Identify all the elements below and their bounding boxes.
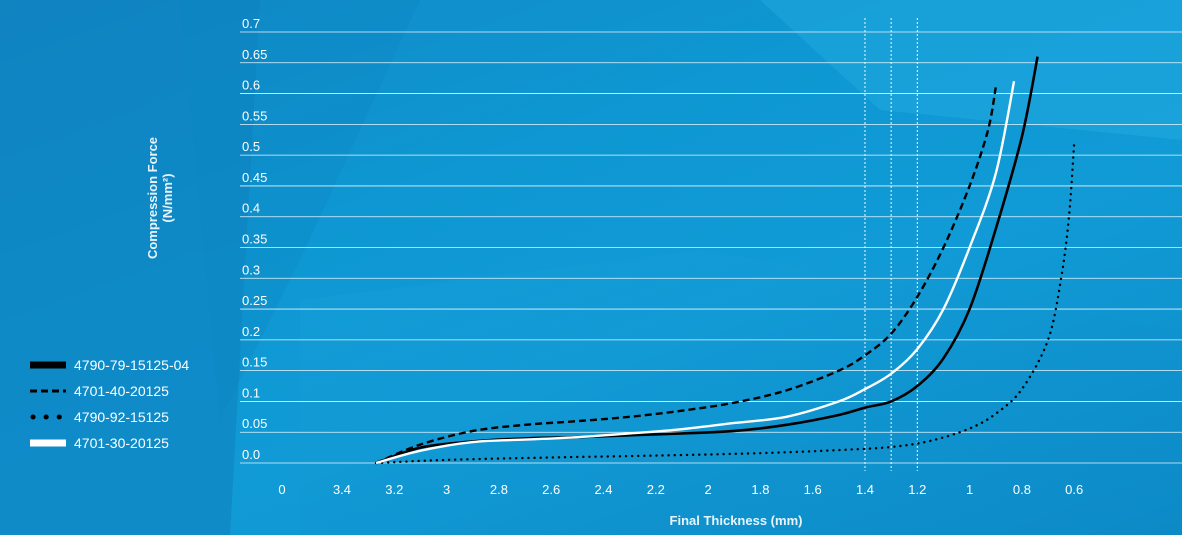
legend-label: 4701-30-20125 <box>74 435 169 451</box>
legend-item: 4790-92-15125 <box>30 404 189 430</box>
series-line-0 <box>375 56 1039 465</box>
y-tick-label: 0.4 <box>242 201 260 216</box>
x-tick-label: 2.2 <box>647 482 665 497</box>
legend-swatch-white <box>30 439 66 447</box>
x-tick-label: 2.8 <box>490 482 508 497</box>
legend: 4790-79-15125-04 4701-40-20125 4790-92-1… <box>30 352 189 456</box>
y-axis-unit: (N/mm²) <box>160 173 175 223</box>
data-series <box>374 56 1076 465</box>
legend-item: 4790-79-15125-04 <box>30 352 189 378</box>
legend-label: 4790-79-15125-04 <box>74 357 190 373</box>
x-tick-label: 1.8 <box>751 482 769 497</box>
reference-lines <box>864 18 918 471</box>
legend-label: 4790-92-15125 <box>74 409 169 425</box>
y-tick-label: 0.6 <box>242 78 260 93</box>
x-tick-label: 1.4 <box>856 482 874 497</box>
y-tick-label: 0.5 <box>242 139 260 154</box>
series-line-2 <box>374 141 1076 465</box>
x-tick-label: 1.2 <box>908 482 926 497</box>
x-tick-label: 1 <box>966 482 973 497</box>
x-tick-label: 0 <box>278 482 285 497</box>
y-tick-labels: 0.0 0.05 0.1 0.15 0.2 0.25 0.3 0.35 0.4 0.45 0.5 0.… <box>242 16 267 462</box>
x-tick-label: 3.4 <box>333 482 351 497</box>
y-axis-label: Compression Force (N/mm²) <box>145 137 175 259</box>
x-tick-label: 3 <box>443 482 450 497</box>
y-tick-label: 0.2 <box>242 324 260 339</box>
y-tick-label: 0.3 <box>242 262 260 277</box>
x-tick-labels: 0 3.4 3.2 3 2.8 2.6 2.4 2.2 2 1.8 1.6 1.4 1.2 1 0.8 0.6 <box>278 482 1083 497</box>
x-tick-label: 0.6 <box>1065 482 1083 497</box>
y-tick-label: 0.65 <box>242 47 267 62</box>
x-tick-label: 2 <box>704 482 711 497</box>
legend-swatch-dashed <box>30 389 66 393</box>
x-axis-label-wrap: Final Thickness (mm) <box>0 513 1182 528</box>
y-axis-title: Compression Force <box>145 136 160 260</box>
legend-swatch-solid-thick <box>30 361 66 369</box>
x-tick-label: 0.8 <box>1013 482 1031 497</box>
y-tick-label: 0.0 <box>242 447 260 462</box>
legend-swatch-dotted <box>30 414 66 420</box>
x-tick-label: 2.6 <box>542 482 560 497</box>
x-tick-label: 1.6 <box>804 482 822 497</box>
y-tick-label: 0.7 <box>242 16 260 31</box>
y-tick-label: 0.25 <box>242 293 267 308</box>
legend-label: 4701-40-20125 <box>74 383 169 399</box>
x-tick-label: 3.2 <box>385 482 403 497</box>
x-axis-label: Final Thickness (mm) <box>669 513 803 528</box>
y-tick-label: 0.55 <box>242 108 267 123</box>
series-line-1 <box>375 87 997 465</box>
y-tick-label: 0.15 <box>242 355 267 370</box>
x-tick-label: 2.4 <box>594 482 612 497</box>
legend-item: 4701-30-20125 <box>30 430 189 456</box>
y-tick-label: 0.45 <box>242 170 267 185</box>
y-tick-label: 0.1 <box>242 385 260 400</box>
series-line-3 <box>375 81 1016 465</box>
legend-item: 4701-40-20125 <box>30 378 189 404</box>
y-tick-label: 0.05 <box>242 416 267 431</box>
gridlines <box>240 31 1182 464</box>
y-tick-label: 0.35 <box>242 232 267 247</box>
